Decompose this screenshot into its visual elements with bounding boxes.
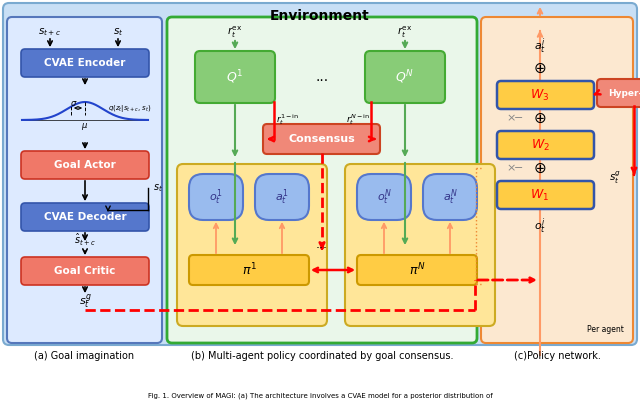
Text: $r_t^{1-\mathrm{in}}$: $r_t^{1-\mathrm{in}}$ [276, 113, 300, 127]
Text: $r_t^{\mathrm{ex}}$: $r_t^{\mathrm{ex}}$ [397, 24, 413, 40]
Text: $s_t$: $s_t$ [113, 26, 124, 38]
FancyBboxPatch shape [497, 181, 594, 209]
FancyBboxPatch shape [497, 131, 594, 159]
Text: $a_t^1$: $a_t^1$ [275, 187, 289, 207]
Text: $s_{t+c}$: $s_{t+c}$ [38, 26, 61, 38]
FancyBboxPatch shape [263, 124, 380, 154]
Text: $a_t^N$: $a_t^N$ [442, 187, 458, 207]
Text: Environment: Environment [270, 9, 370, 23]
Text: $\oplus$: $\oplus$ [533, 111, 547, 126]
Text: CVAE Decoder: CVAE Decoder [44, 212, 126, 222]
Text: $Q^N$: $Q^N$ [396, 68, 415, 86]
FancyBboxPatch shape [497, 81, 594, 109]
Text: $s_t^g$: $s_t^g$ [79, 293, 92, 311]
Text: (b) Multi-agent policy coordinated by goal consensus.: (b) Multi-agent policy coordinated by go… [191, 351, 453, 361]
FancyBboxPatch shape [21, 257, 149, 285]
Text: Fig. 1. Overview of MAGI: (a) The architecture involves a CVAE model for a poste: Fig. 1. Overview of MAGI: (a) The archit… [148, 393, 492, 399]
Text: $o_t^i$: $o_t^i$ [534, 216, 546, 236]
FancyBboxPatch shape [167, 17, 477, 343]
FancyBboxPatch shape [423, 174, 477, 220]
FancyBboxPatch shape [365, 51, 445, 103]
FancyBboxPatch shape [255, 174, 309, 220]
FancyBboxPatch shape [481, 17, 633, 343]
FancyBboxPatch shape [7, 17, 162, 343]
Text: $Q^1$: $Q^1$ [227, 68, 244, 86]
FancyBboxPatch shape [597, 79, 640, 107]
Text: $s_t$: $s_t$ [153, 182, 163, 194]
Text: ...: ... [316, 239, 328, 251]
Text: Goal Actor: Goal Actor [54, 160, 116, 170]
Text: $\times\!\!-$: $\times\!\!-$ [506, 113, 524, 123]
Text: (c)Policy network.: (c)Policy network. [513, 351, 600, 361]
FancyBboxPatch shape [21, 203, 149, 231]
FancyBboxPatch shape [177, 164, 327, 326]
FancyBboxPatch shape [189, 255, 309, 285]
FancyBboxPatch shape [357, 174, 411, 220]
Text: $\hat{s}_{t+c}$: $\hat{s}_{t+c}$ [74, 232, 96, 248]
FancyBboxPatch shape [357, 255, 477, 285]
Text: Consensus: Consensus [289, 134, 355, 144]
FancyBboxPatch shape [195, 51, 275, 103]
FancyBboxPatch shape [3, 3, 637, 345]
Text: $\mu$: $\mu$ [81, 122, 88, 133]
Text: $\sigma$: $\sigma$ [70, 98, 77, 107]
Text: $W_1$: $W_1$ [531, 187, 550, 202]
Text: $r_t^{N-\mathrm{in}}$: $r_t^{N-\mathrm{in}}$ [346, 113, 370, 127]
Text: $\times\!\!-$: $\times\!\!-$ [506, 163, 524, 173]
Text: $\pi^N$: $\pi^N$ [409, 262, 425, 278]
Text: $W_2$: $W_2$ [531, 137, 550, 153]
Text: ...: ... [316, 70, 328, 84]
Text: $q(z_t|s_{t+c},s_t)$: $q(z_t|s_{t+c},s_t)$ [108, 102, 152, 113]
Text: $W_3$: $W_3$ [531, 87, 550, 102]
Text: Goal Critic: Goal Critic [54, 266, 116, 276]
Text: $o_t^1$: $o_t^1$ [209, 187, 223, 207]
Text: $s_t^g$: $s_t^g$ [609, 170, 621, 186]
Text: $o_t^N$: $o_t^N$ [376, 187, 392, 207]
Text: CVAE Encoder: CVAE Encoder [44, 58, 125, 68]
FancyBboxPatch shape [21, 49, 149, 77]
Text: $\oplus$: $\oplus$ [533, 60, 547, 75]
FancyBboxPatch shape [189, 174, 243, 220]
Text: $a_t^i$: $a_t^i$ [534, 36, 546, 56]
Text: Hyper-net: Hyper-net [609, 89, 640, 98]
FancyBboxPatch shape [21, 151, 149, 179]
Text: (a) Goal imagination: (a) Goal imagination [34, 351, 134, 361]
FancyBboxPatch shape [345, 164, 495, 326]
Text: $r_t^{\mathrm{ex}}$: $r_t^{\mathrm{ex}}$ [227, 24, 243, 40]
Text: Per agent: Per agent [587, 326, 624, 335]
Text: $\oplus$: $\oplus$ [533, 160, 547, 175]
Text: $\pi^1$: $\pi^1$ [241, 262, 257, 278]
